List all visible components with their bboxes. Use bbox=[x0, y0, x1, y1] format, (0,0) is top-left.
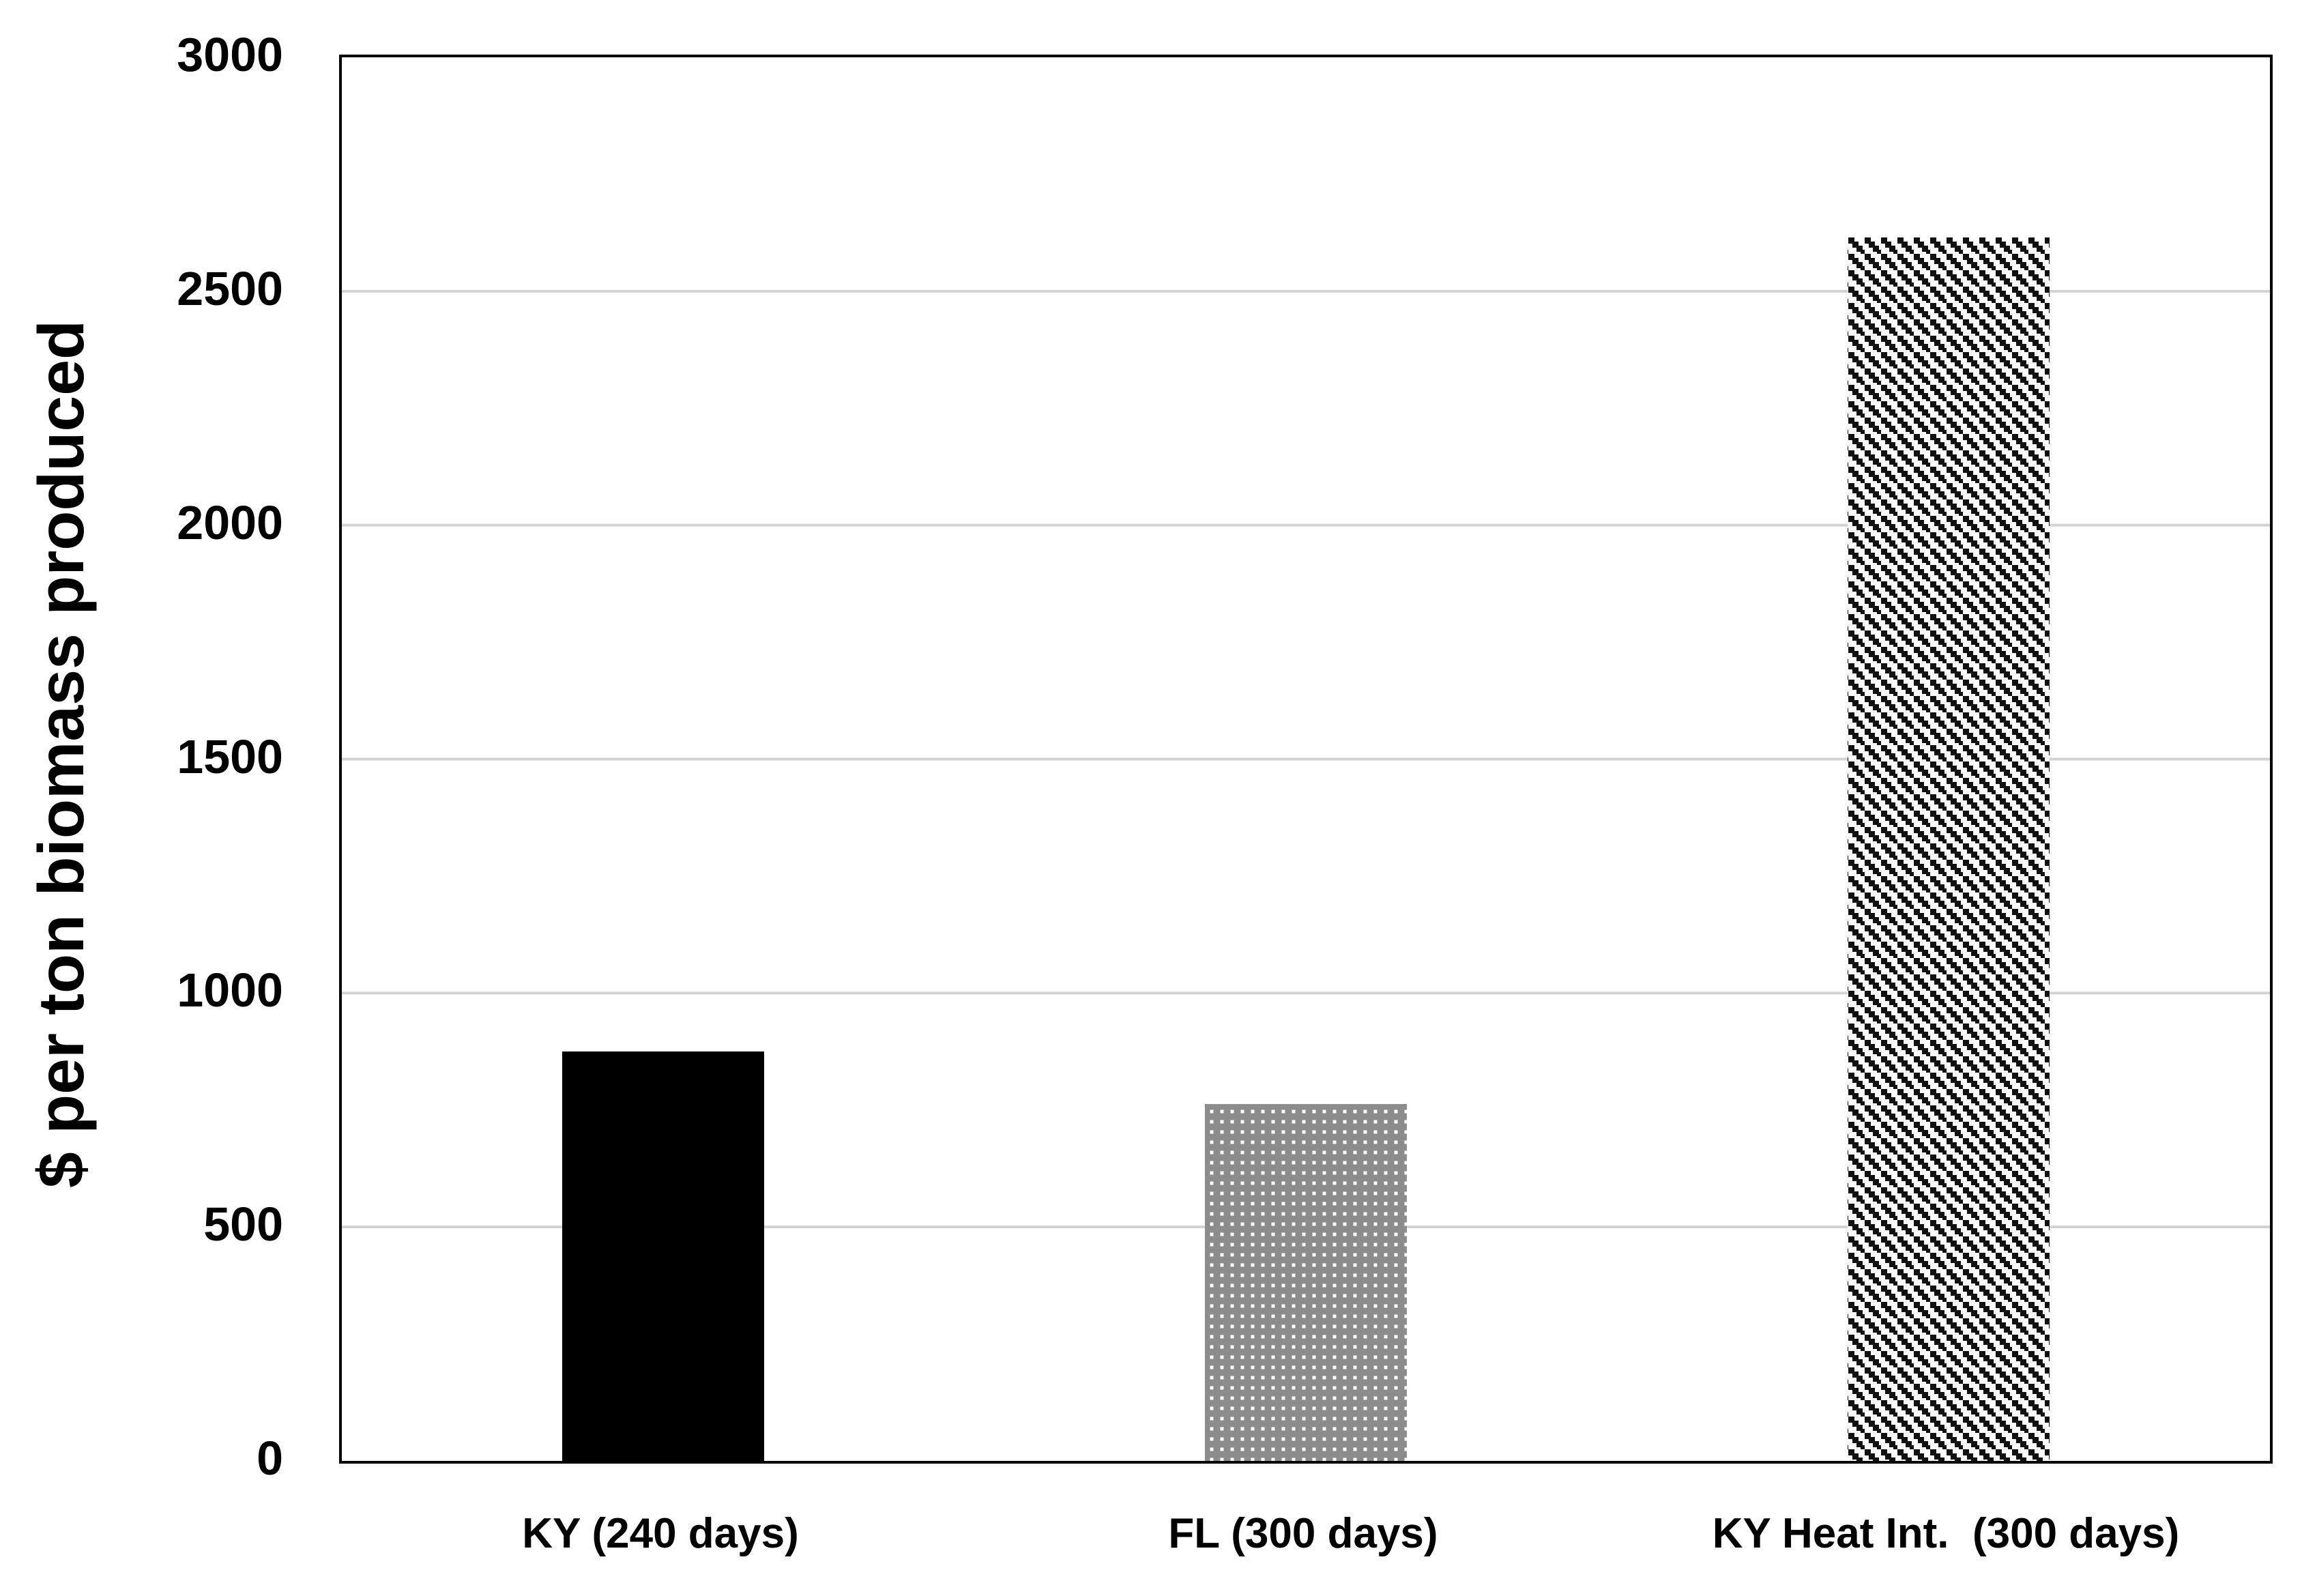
bars bbox=[562, 237, 2050, 1461]
y-tick-label-1500: 1500 bbox=[177, 729, 283, 783]
y-tick-label-0: 0 bbox=[257, 1432, 283, 1485]
y-tick-label-3000: 3000 bbox=[177, 28, 283, 81]
y-tick-label-2500: 2500 bbox=[177, 261, 283, 315]
x-category-label-ky-240-days: KY (240 days) bbox=[522, 1510, 799, 1557]
x-category-label-ky-heat-int-300-days: KY Heat Int. (300 days) bbox=[1712, 1510, 2180, 1557]
y-tick-label-500: 500 bbox=[203, 1198, 283, 1251]
plot-canvas bbox=[342, 237, 2270, 1461]
y-tick-label-2000: 2000 bbox=[177, 495, 283, 549]
plot-area bbox=[339, 55, 2273, 1464]
bar-fl-300-days bbox=[1205, 1103, 1407, 1461]
x-category-label-fl-300-days: FL (300 days) bbox=[1168, 1510, 1438, 1557]
y-tick-label-1000: 1000 bbox=[177, 963, 283, 1017]
bar-ky-heat-int-300-days bbox=[1848, 237, 2050, 1461]
bar-ky-240-days bbox=[562, 1051, 764, 1461]
